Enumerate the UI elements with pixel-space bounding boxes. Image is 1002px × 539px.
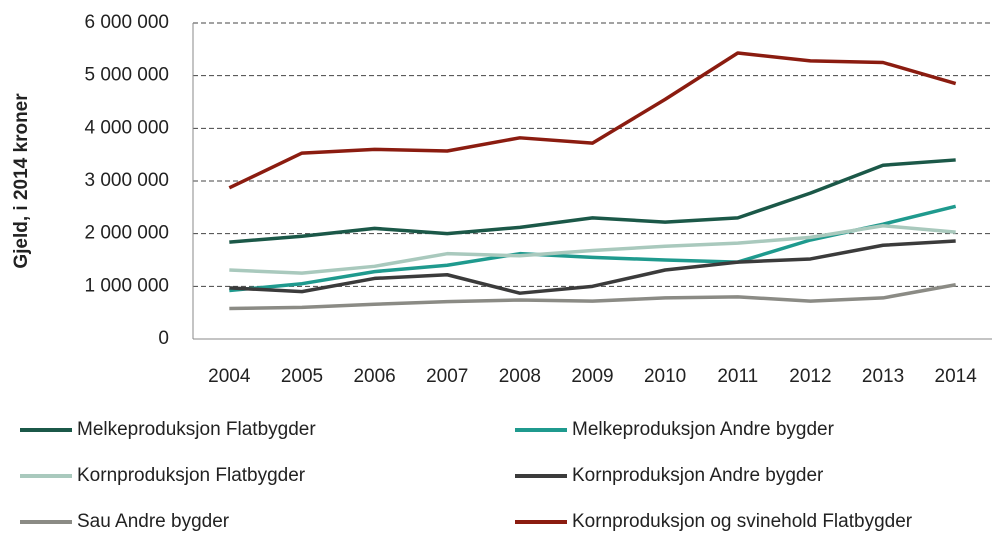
y-axis-label: Gjeld, i 2014 kroner — [11, 93, 32, 269]
legend-label: Kornproduksjon Flatbygder — [77, 465, 306, 486]
legend-label: Sau Andre bygder — [77, 511, 230, 532]
x-tick-label: 2005 — [281, 366, 323, 387]
series-line — [229, 224, 956, 275]
x-tick-label: 2013 — [862, 366, 904, 387]
series-line — [229, 239, 956, 295]
x-tick-label: 2009 — [571, 366, 613, 387]
series-line — [229, 283, 956, 311]
x-tick-label: 2008 — [499, 366, 541, 387]
legend-label: Kornproduksjon Andre bygder — [572, 465, 824, 486]
y-tick-label: 5 000 000 — [84, 65, 169, 86]
x-tick-label: 2011 — [717, 366, 758, 387]
series-line — [228, 51, 957, 190]
x-tick-label: 2004 — [208, 366, 251, 387]
y-tick-label: 4 000 000 — [84, 117, 169, 138]
x-tick-label: 2007 — [426, 366, 468, 387]
legend-label: Kornproduksjon og svinehold Flatbygder — [572, 511, 913, 532]
x-tick-label: 2012 — [789, 366, 831, 387]
series-line — [229, 158, 956, 244]
x-tick-label: 2014 — [935, 366, 978, 387]
y-tick-label: 1 000 000 — [84, 275, 169, 296]
y-tick-label: 3 000 000 — [84, 170, 169, 191]
y-tick-label: 2 000 000 — [84, 223, 169, 244]
y-tick-label: 6 000 000 — [84, 12, 169, 33]
y-tick-label: 0 — [158, 328, 169, 349]
legend-label: Melkeproduksjon Flatbygder — [77, 419, 316, 440]
x-tick-label: 2010 — [644, 366, 686, 387]
legend-label: Melkeproduksjon Andre bygder — [572, 419, 835, 440]
x-tick-label: 2006 — [353, 366, 395, 387]
